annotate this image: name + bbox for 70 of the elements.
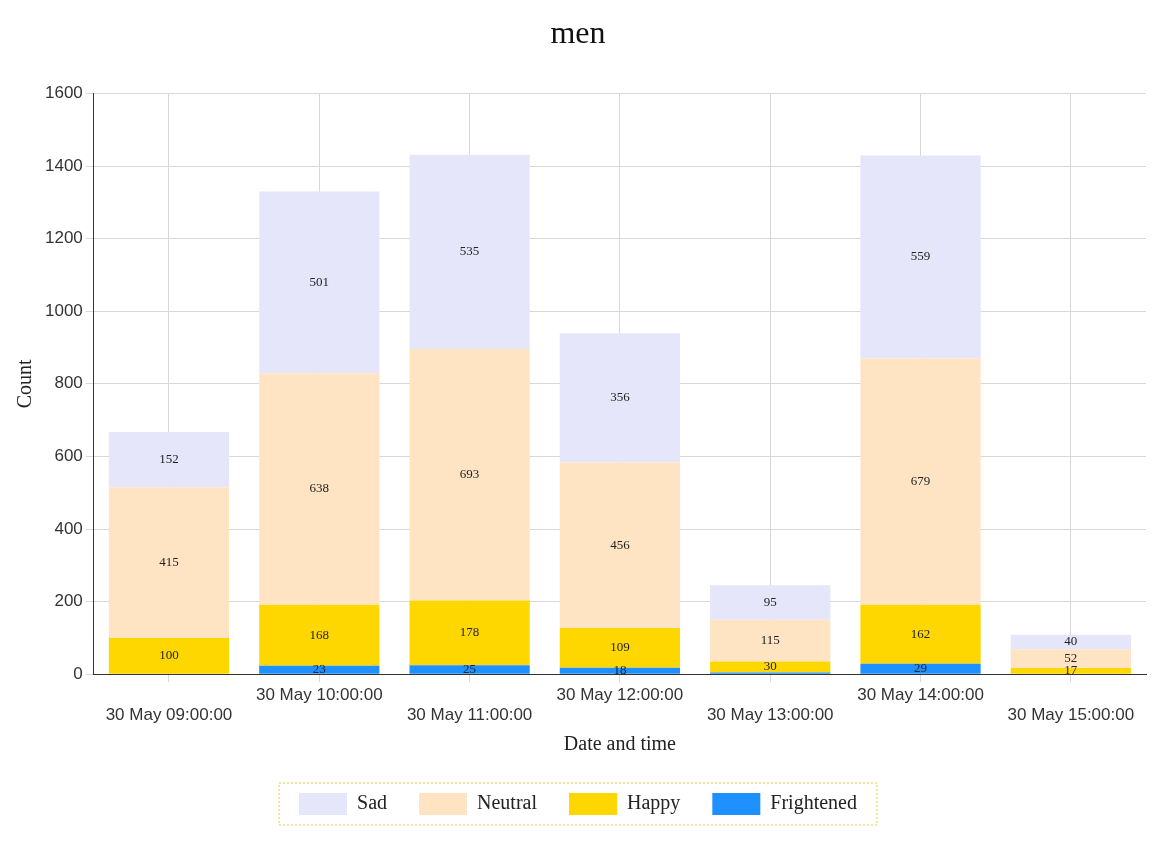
bar <box>559 462 681 629</box>
bar <box>108 487 230 638</box>
data-label: 29 <box>914 660 928 676</box>
x-tick-label: 30 May 13:00:00 <box>706 705 834 725</box>
data-label: 52 <box>1064 650 1078 666</box>
data-label: 40 <box>1064 633 1078 649</box>
data-label: 30 <box>763 658 777 674</box>
y-tick-label: 600 <box>54 446 83 466</box>
data-label: 456 <box>610 536 631 552</box>
x-tick-label: 30 May 10:00:00 <box>255 685 383 705</box>
bar <box>259 373 380 605</box>
legend-label: Sad <box>357 791 388 814</box>
bar <box>710 661 831 673</box>
x-tick-label: 30 May 12:00:00 <box>556 685 684 705</box>
data-label: 162 <box>910 625 931 641</box>
data-label: 501 <box>309 273 330 289</box>
bar <box>559 333 681 463</box>
bar <box>710 585 831 620</box>
legend-label: Happy <box>627 791 681 815</box>
bar <box>1010 634 1131 650</box>
y-tick-label: 200 <box>54 591 83 611</box>
data-label: 115 <box>760 632 780 648</box>
data-label: 25 <box>463 660 477 676</box>
y-tick-label: 1400 <box>44 155 83 175</box>
bar <box>409 665 530 674</box>
x-tick-label: 30 May 14:00:00 <box>857 685 984 705</box>
bar <box>710 619 831 662</box>
bar <box>860 663 981 674</box>
data-label: 168 <box>309 626 330 642</box>
x-tick-label: 30 May 09:00:00 <box>105 705 233 725</box>
data-label: 95 <box>763 593 777 609</box>
y-tick-label: 1000 <box>44 300 83 320</box>
data-label: 693 <box>459 466 480 482</box>
data-label: 638 <box>309 480 330 496</box>
data-label: 178 <box>459 624 480 640</box>
legend-label: Frightened <box>770 791 857 815</box>
data-label: 559 <box>910 248 931 264</box>
bar <box>409 154 530 349</box>
data-label: 152 <box>159 451 179 467</box>
bar <box>559 628 681 668</box>
x-tick-label: 30 May 11:00:00 <box>406 705 533 725</box>
y-tick-label: 1600 <box>44 83 83 103</box>
chart-title: men <box>550 13 606 50</box>
data-label: 679 <box>910 473 931 489</box>
legend-label: Neutral <box>477 791 538 814</box>
bar <box>108 432 230 488</box>
bar <box>259 191 380 374</box>
bar <box>1010 668 1131 674</box>
y-axis-title: Count <box>13 358 36 409</box>
bar <box>559 667 681 674</box>
bar <box>860 604 981 664</box>
y-tick-label: 1200 <box>44 228 83 248</box>
bar <box>259 604 380 666</box>
x-tick-label: 30 May 15:00:00 <box>1007 705 1135 725</box>
data-label: 100 <box>159 647 179 663</box>
y-tick-label: 0 <box>73 663 83 683</box>
data-label: 356 <box>610 389 631 405</box>
bar <box>860 358 981 605</box>
bar <box>860 155 981 359</box>
x-axis-title: Date and time <box>563 732 677 755</box>
bar <box>259 665 380 674</box>
data-label: 23 <box>312 661 326 677</box>
data-label: 109 <box>610 639 630 655</box>
y-tick-label: 800 <box>54 373 83 393</box>
bar <box>108 637 230 674</box>
bar <box>409 348 530 601</box>
data-label: 415 <box>159 554 179 569</box>
data-label: 535 <box>459 243 480 259</box>
bar <box>409 600 530 666</box>
y-tick-label: 400 <box>54 518 83 538</box>
